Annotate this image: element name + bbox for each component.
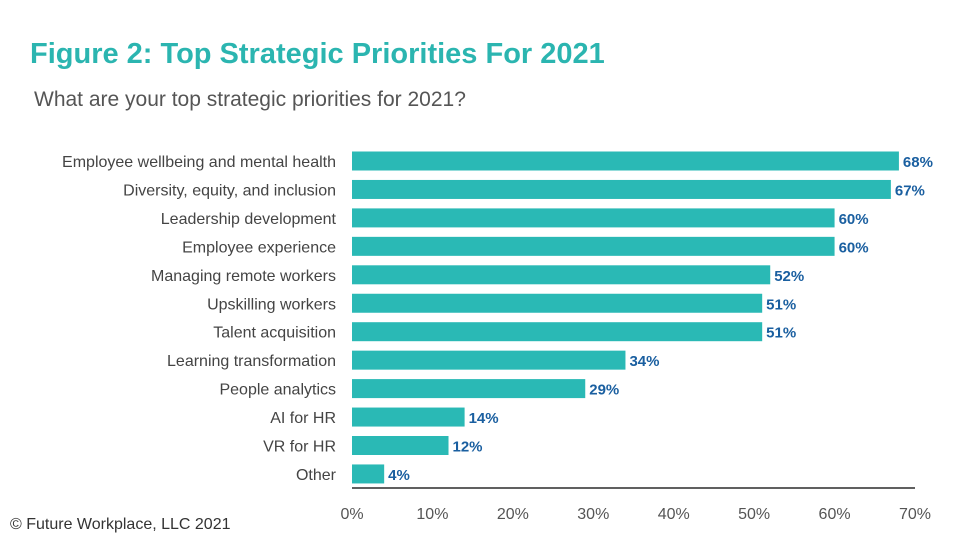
data-label: 67% (895, 182, 925, 199)
x-tick-label: 20% (497, 506, 529, 523)
data-label: 68% (903, 154, 933, 171)
chart-title: Figure 2: Top Strategic Priorities For 2… (30, 38, 605, 70)
bar (352, 350, 626, 370)
x-tick-label: 40% (658, 506, 690, 523)
data-label: 34% (629, 353, 659, 370)
category-label: Employee experience (182, 239, 336, 256)
data-label: 14% (469, 410, 499, 427)
category-label: Upskilling workers (207, 296, 336, 313)
bar (352, 236, 835, 256)
chart-subtitle: What are your top strategic priorities f… (34, 88, 466, 111)
bar (352, 379, 586, 399)
category-label: Managing remote workers (151, 268, 336, 285)
bar (352, 265, 771, 285)
category-label: Employee wellbeing and mental health (62, 154, 336, 171)
bar (352, 151, 899, 171)
category-label: Leadership development (161, 211, 337, 228)
data-label: 51% (766, 325, 796, 342)
bar (352, 464, 385, 484)
bar (352, 322, 763, 342)
bar (352, 179, 891, 199)
data-label: 4% (388, 467, 410, 484)
copyright-footer: © Future Workplace, LLC 2021 (10, 516, 231, 533)
bar (352, 436, 449, 455)
category-label: Talent acquisition (213, 325, 336, 342)
category-label: VR for HR (263, 439, 336, 456)
x-tick-label: 50% (738, 506, 770, 523)
bar (352, 208, 835, 228)
bar (352, 407, 465, 427)
category-label: Learning transformation (167, 353, 336, 370)
x-tick-label: 0% (340, 506, 363, 523)
x-tick-label: 60% (819, 506, 851, 523)
category-label: Other (296, 467, 337, 484)
category-label: Diversity, equity, and inclusion (123, 182, 336, 199)
data-label: 12% (453, 439, 483, 456)
x-tick-label: 30% (577, 506, 609, 523)
category-label: AI for HR (270, 410, 336, 427)
x-tick-label: 10% (416, 506, 448, 523)
data-label: 60% (839, 239, 869, 256)
data-label: 52% (774, 268, 804, 285)
x-tick-label: 70% (899, 506, 931, 523)
bar (352, 293, 763, 313)
data-label: 60% (839, 211, 869, 228)
category-label: People analytics (219, 382, 336, 399)
data-label: 51% (766, 296, 796, 313)
data-label: 29% (589, 382, 619, 399)
